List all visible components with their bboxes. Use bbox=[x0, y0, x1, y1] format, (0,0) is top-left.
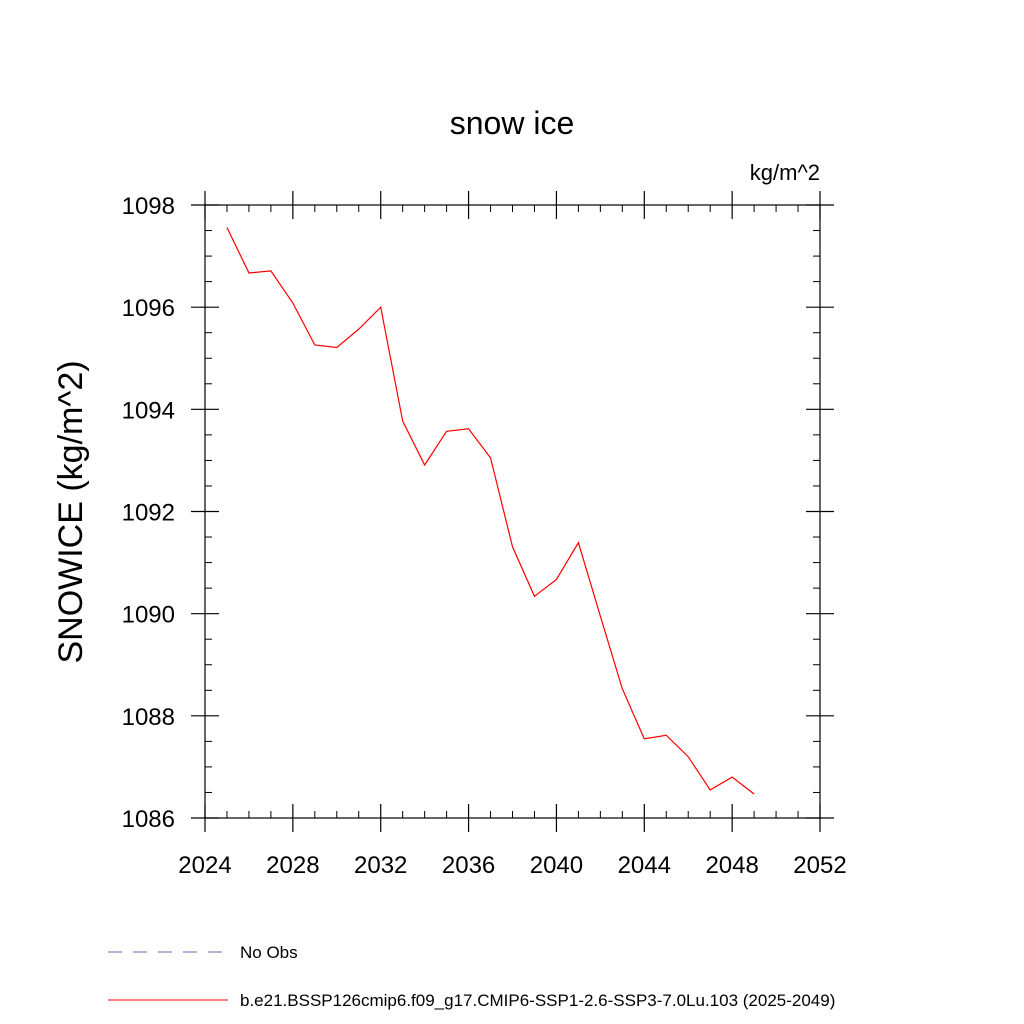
x-tick-label: 2036 bbox=[442, 852, 495, 879]
y-tick-label: 1096 bbox=[122, 295, 175, 322]
legend-label: b.e21.BSSP126cmip6.f09_g17.CMIP6-SSP1-2.… bbox=[240, 991, 835, 1010]
y-tick-label: 1088 bbox=[122, 704, 175, 731]
units-label: kg/m^2 bbox=[750, 160, 820, 185]
major-ticks bbox=[191, 191, 834, 832]
series-layer bbox=[226, 227, 755, 795]
minor-ticks bbox=[205, 205, 820, 818]
x-tick-label: 2028 bbox=[266, 852, 319, 879]
legend-label: No Obs bbox=[240, 943, 298, 962]
legend: No Obs b.e21.BSSP126cmip6.f09_g17.CMIP6-S… bbox=[108, 943, 835, 1010]
x-tick-label: 2048 bbox=[705, 852, 758, 879]
y-tick-label: 1094 bbox=[122, 397, 175, 424]
y-tick-label: 1086 bbox=[122, 806, 175, 833]
x-tick-label: 2040 bbox=[530, 852, 583, 879]
plot-frame bbox=[204, 204, 821, 819]
y-tick-labels: 1086 1088 1090 1092 1094 1096 1098 bbox=[122, 193, 175, 833]
x-tick-label: 2044 bbox=[618, 852, 671, 879]
series-line bbox=[226, 227, 755, 795]
y-tick-label: 1098 bbox=[122, 193, 175, 220]
chart-title: snow ice bbox=[450, 105, 575, 141]
y-axis-label: SNOWICE (kg/m^2) bbox=[52, 360, 90, 663]
x-tick-label: 2032 bbox=[354, 852, 407, 879]
x-tick-label: 2024 bbox=[178, 852, 231, 879]
y-tick-label: 1090 bbox=[122, 602, 175, 629]
x-tick-label: 2052 bbox=[793, 852, 846, 879]
x-tick-labels: 2024 2028 2032 2036 2040 2044 2048 2052 bbox=[178, 852, 846, 879]
y-tick-label: 1092 bbox=[122, 500, 175, 527]
